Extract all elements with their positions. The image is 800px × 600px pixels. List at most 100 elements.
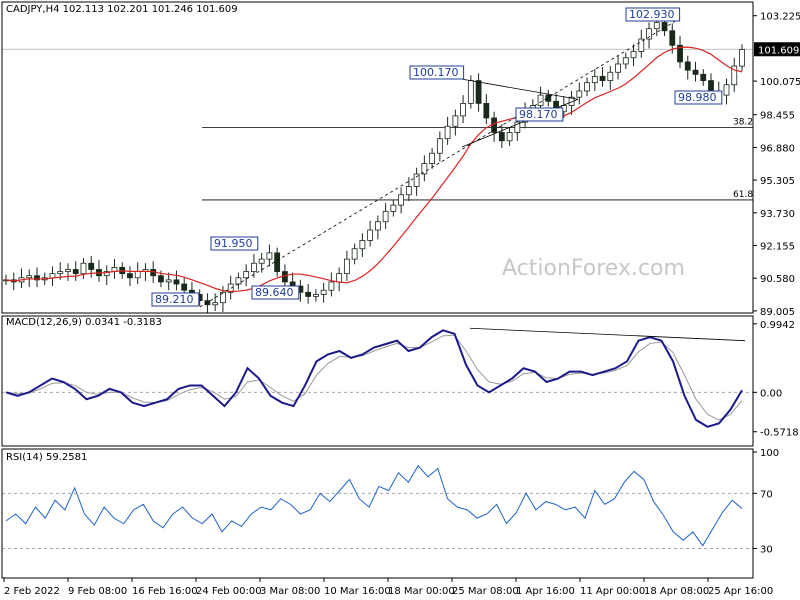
price-annotation: 100.170 bbox=[413, 66, 459, 79]
rsi-header: RSI(14) 59.2581 bbox=[6, 452, 87, 463]
candle-body bbox=[65, 269, 71, 272]
price-y-tick-label: 90.580 bbox=[760, 274, 795, 285]
price-annotation-box bbox=[674, 90, 723, 105]
x-tick-label: 24 Feb 00:00 bbox=[196, 586, 262, 597]
price-annotation-box bbox=[210, 236, 259, 251]
price-annotation-box bbox=[625, 7, 681, 22]
candle-body bbox=[638, 38, 645, 52]
price-y-tick-label: 98.455 bbox=[760, 111, 795, 122]
x-tick-label: 16 Feb 16:00 bbox=[132, 586, 198, 597]
candle-body bbox=[514, 121, 521, 133]
candle-body bbox=[421, 163, 428, 175]
candle-body bbox=[328, 281, 335, 291]
macd-y-tick-label: -0.5718 bbox=[760, 428, 799, 439]
rsi-line bbox=[5, 464, 743, 547]
candle-body bbox=[452, 115, 459, 127]
candle-body bbox=[398, 194, 405, 206]
price-y-tick-label: 92.155 bbox=[760, 242, 795, 253]
wedge-top-line bbox=[461, 78, 579, 100]
candle-body bbox=[498, 132, 505, 142]
price-annotation-box bbox=[515, 107, 564, 122]
price-annotation: 98.980 bbox=[678, 91, 717, 104]
candle-body bbox=[669, 30, 676, 46]
fib-label: 38.2 bbox=[733, 117, 753, 127]
candle-body bbox=[382, 210, 389, 223]
price-annotation: 102.930 bbox=[629, 8, 675, 21]
candle-body bbox=[467, 80, 474, 104]
candle-body bbox=[646, 28, 652, 40]
macd-signal-line bbox=[5, 334, 743, 421]
candle-body bbox=[483, 103, 490, 119]
candle-body bbox=[336, 273, 343, 283]
macd-header: MACD(12,26,9) 0.0341 -0.3183 bbox=[6, 317, 162, 328]
x-tick-label: 11 Apr 00:00 bbox=[580, 586, 645, 597]
candle-body bbox=[506, 132, 513, 142]
candle-body bbox=[220, 291, 226, 304]
candle-body bbox=[343, 258, 350, 275]
candle-body bbox=[708, 80, 714, 92]
candle-body bbox=[545, 94, 552, 102]
candle-body bbox=[700, 73, 707, 81]
price-y-tick-label: 95.305 bbox=[760, 176, 795, 187]
candle-body bbox=[165, 279, 172, 283]
candle-body bbox=[212, 302, 219, 306]
price-y-tick-label: 100.075 bbox=[760, 77, 800, 88]
moving-average-line bbox=[5, 46, 743, 293]
candle-body bbox=[684, 61, 691, 71]
candle-body bbox=[661, 22, 668, 32]
macd-line bbox=[5, 329, 743, 428]
candle-body bbox=[320, 289, 327, 295]
candle-body bbox=[568, 96, 575, 106]
panel-frame bbox=[1, 315, 754, 447]
current-price-label: 101.609 bbox=[758, 45, 799, 56]
candle-body bbox=[475, 80, 482, 104]
candle-body bbox=[653, 22, 660, 30]
candle-body bbox=[677, 44, 683, 63]
x-tick-label: 9 Feb 08:00 bbox=[68, 586, 127, 597]
candle-body bbox=[235, 277, 242, 285]
candle-body bbox=[158, 275, 164, 283]
candle-body bbox=[72, 269, 79, 275]
candle-body bbox=[390, 204, 397, 212]
price-annotation: 98.170 bbox=[519, 108, 558, 121]
x-tick-label: 3 Mar 08:00 bbox=[260, 586, 320, 597]
candle-body bbox=[576, 90, 583, 98]
price-annotation-box bbox=[151, 292, 200, 307]
candle-body bbox=[26, 275, 33, 279]
candle-body bbox=[739, 49, 745, 67]
price-annotation-box bbox=[409, 65, 465, 80]
x-tick-label: 25 Apr 16:00 bbox=[708, 586, 773, 597]
macd-panel: 0.9942 0.00 -0.5718 bbox=[2, 320, 799, 439]
x-tick-label: 18 Mar 00:00 bbox=[388, 586, 455, 597]
price-panel: 103.225 100.075 98.455 96.880 95.305 93.730 92… bbox=[2, 7, 800, 318]
rsi-panel: 100 70 30 bbox=[2, 448, 779, 555]
panel-frame bbox=[1, 1, 754, 314]
candle-body bbox=[591, 76, 598, 84]
candle-body bbox=[413, 173, 420, 187]
panel-frame bbox=[1, 448, 754, 579]
candle-body bbox=[243, 271, 250, 279]
candle-body bbox=[731, 65, 738, 86]
candle-body bbox=[607, 71, 614, 81]
fib-label: 61.8 bbox=[733, 190, 753, 200]
candle-body bbox=[429, 152, 436, 165]
candle-body bbox=[615, 63, 621, 73]
candle-body bbox=[436, 138, 443, 154]
x-tick-label: 25 Mar 08:00 bbox=[452, 586, 519, 597]
candle-body bbox=[266, 252, 273, 260]
candle-body bbox=[537, 94, 544, 106]
price-annotation-box bbox=[251, 285, 300, 300]
candle-body bbox=[312, 293, 319, 297]
price-annotation: 91.950 bbox=[214, 237, 253, 250]
x-tick-label: 2 Feb 2022 bbox=[4, 586, 60, 597]
candle-body bbox=[692, 69, 699, 75]
candle-body bbox=[351, 248, 358, 260]
candle-body bbox=[173, 279, 180, 285]
candle-body bbox=[34, 275, 40, 281]
x-tick-label: 18 Apr 08:00 bbox=[644, 586, 709, 597]
price-annotation: 89.210 bbox=[155, 293, 194, 306]
current-price-box bbox=[754, 42, 800, 57]
candle-body bbox=[584, 82, 590, 92]
